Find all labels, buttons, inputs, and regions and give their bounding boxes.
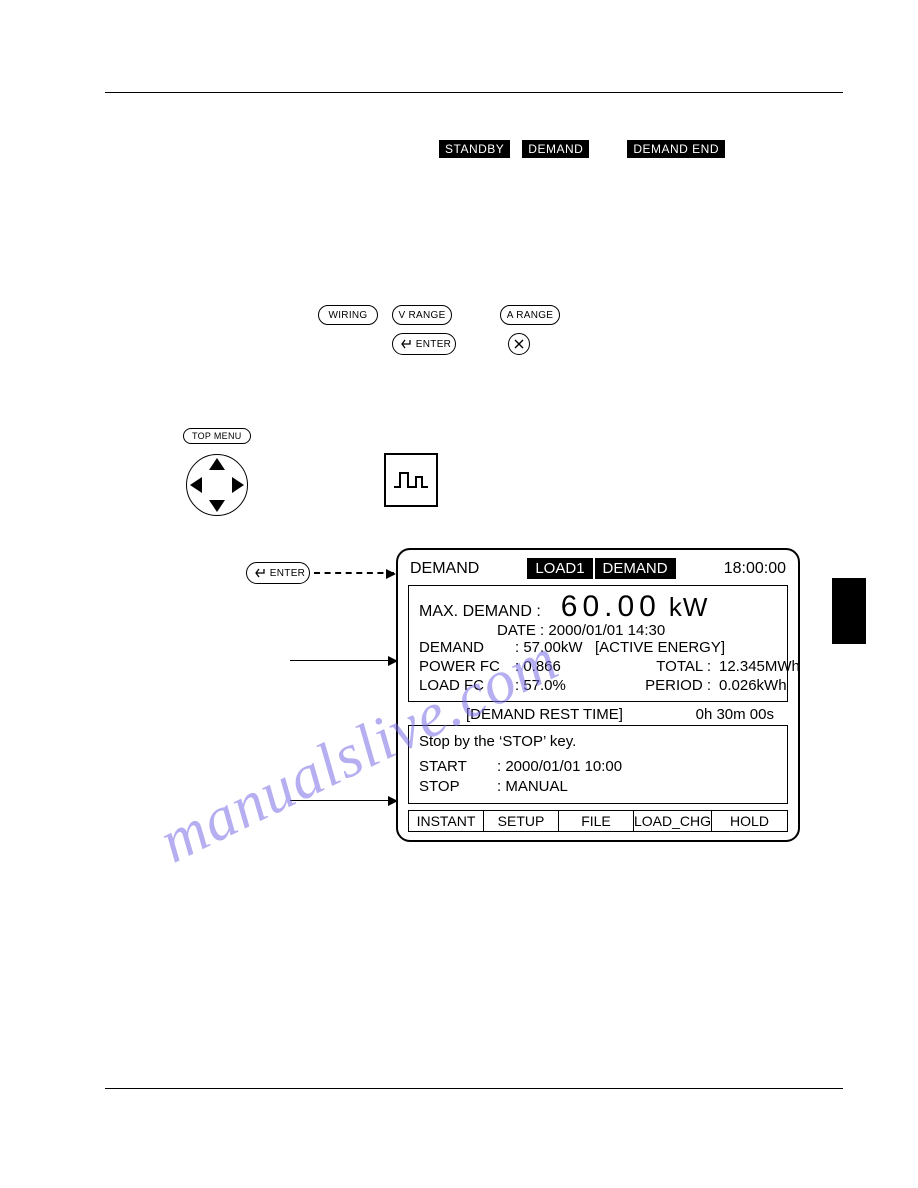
status-row: STANDBY DEMAND DEMAND END	[439, 140, 725, 158]
cancel-icon	[513, 338, 525, 350]
footer-setup[interactable]: SETUP	[484, 811, 559, 831]
dpad-down-icon	[209, 500, 225, 512]
lcd-title: DEMAND	[410, 560, 479, 578]
dpad[interactable]	[186, 454, 248, 516]
stop-note: Stop by the ‘STOP’ key.	[419, 732, 777, 752]
square-wave-icon	[392, 465, 430, 495]
vrange-button[interactable]: V RANGE	[392, 305, 452, 325]
demand-value: : 57.00kW	[515, 639, 591, 658]
demand-mode-icon	[384, 453, 438, 507]
arange-button[interactable]: A RANGE	[500, 305, 560, 325]
max-demand-value: 60.00	[561, 590, 661, 624]
enter-label: ENTER	[416, 339, 451, 350]
lcd-clock: 18:00:00	[724, 560, 786, 578]
max-demand-label: MAX. DEMAND :	[419, 603, 541, 621]
dpad-right-icon	[232, 477, 244, 493]
topmenu-button[interactable]: TOP MENU	[183, 428, 251, 444]
page-tab-marker	[832, 578, 866, 644]
stop-value: : MANUAL	[497, 777, 568, 797]
rest-time-row: [DEMAND REST TIME] 0h 30m 00s	[398, 702, 798, 725]
status-standby: STANDBY	[439, 140, 510, 158]
lcd-chip-load: LOAD1	[527, 558, 592, 579]
wiring-button[interactable]: WIRING	[318, 305, 378, 325]
start-value: : 2000/01/01 10:00	[497, 757, 622, 777]
lcd-section-2: Stop by the ‘STOP’ key. START : 2000/01/…	[408, 725, 788, 804]
footer-file[interactable]: FILE	[559, 811, 634, 831]
lcd-header: DEMAND LOAD1 DEMAND 18:00:00	[398, 550, 798, 579]
power-fc-label: POWER FC	[419, 658, 511, 677]
stop-label: STOP	[419, 777, 473, 797]
demand-label: DEMAND	[419, 639, 511, 658]
enter-arrow-icon	[255, 568, 267, 578]
cancel-button[interactable]	[508, 333, 530, 355]
lcd-section-1: MAX. DEMAND : 60.00 kW DATE : 2000/01/01…	[408, 585, 788, 702]
load-fc-label: LOAD FC	[419, 677, 511, 696]
status-demand-end: DEMAND END	[627, 140, 725, 158]
arrow-2	[290, 800, 396, 801]
start-label: START	[419, 757, 473, 777]
date-value: 2000/01/01 14:30	[548, 622, 665, 639]
enter-label-2: ENTER	[270, 568, 305, 579]
footer-instant[interactable]: INSTANT	[409, 811, 484, 831]
lcd-screen: DEMAND LOAD1 DEMAND 18:00:00 MAX. DEMAND…	[396, 548, 800, 842]
hw-button-group: WIRING V RANGE A RANGE ENTER	[232, 305, 560, 363]
rest-time-value: 0h 30m 00s	[696, 706, 774, 723]
enter-arrow-icon	[401, 339, 413, 349]
max-demand-unit: kW	[669, 592, 709, 623]
dpad-left-icon	[190, 477, 202, 493]
footer-loadchg[interactable]: LOAD_CHG	[634, 811, 712, 831]
total-label: TOTAL :	[595, 658, 715, 677]
total-value: 12.345MWh	[719, 658, 781, 677]
lcd-footer: INSTANT SETUP FILE LOAD_CHG HOLD	[408, 810, 788, 832]
date-label: DATE :	[497, 622, 544, 639]
topmenu-area: TOP MENU	[183, 426, 251, 516]
dpad-up-icon	[209, 458, 225, 470]
period-label: PERIOD :	[595, 677, 715, 696]
enter-button[interactable]: ENTER	[392, 333, 456, 355]
top-rule	[105, 92, 843, 93]
bottom-rule	[105, 1088, 843, 1089]
active-energy-label: [ACTIVE ENERGY]	[595, 639, 781, 658]
arrow-1	[290, 660, 396, 661]
enter-button-2[interactable]: ENTER	[246, 562, 310, 584]
power-fc-value: : 0.866	[515, 658, 591, 677]
status-demand: DEMAND	[522, 140, 589, 158]
load-fc-value: : 57.0%	[515, 677, 591, 696]
lcd-chip-demand: DEMAND	[595, 558, 676, 579]
arrow-dashed	[314, 572, 394, 574]
period-value: 0.026kWh	[719, 677, 781, 696]
rest-time-label: [DEMAND REST TIME]	[410, 706, 623, 723]
footer-hold[interactable]: HOLD	[712, 811, 787, 831]
